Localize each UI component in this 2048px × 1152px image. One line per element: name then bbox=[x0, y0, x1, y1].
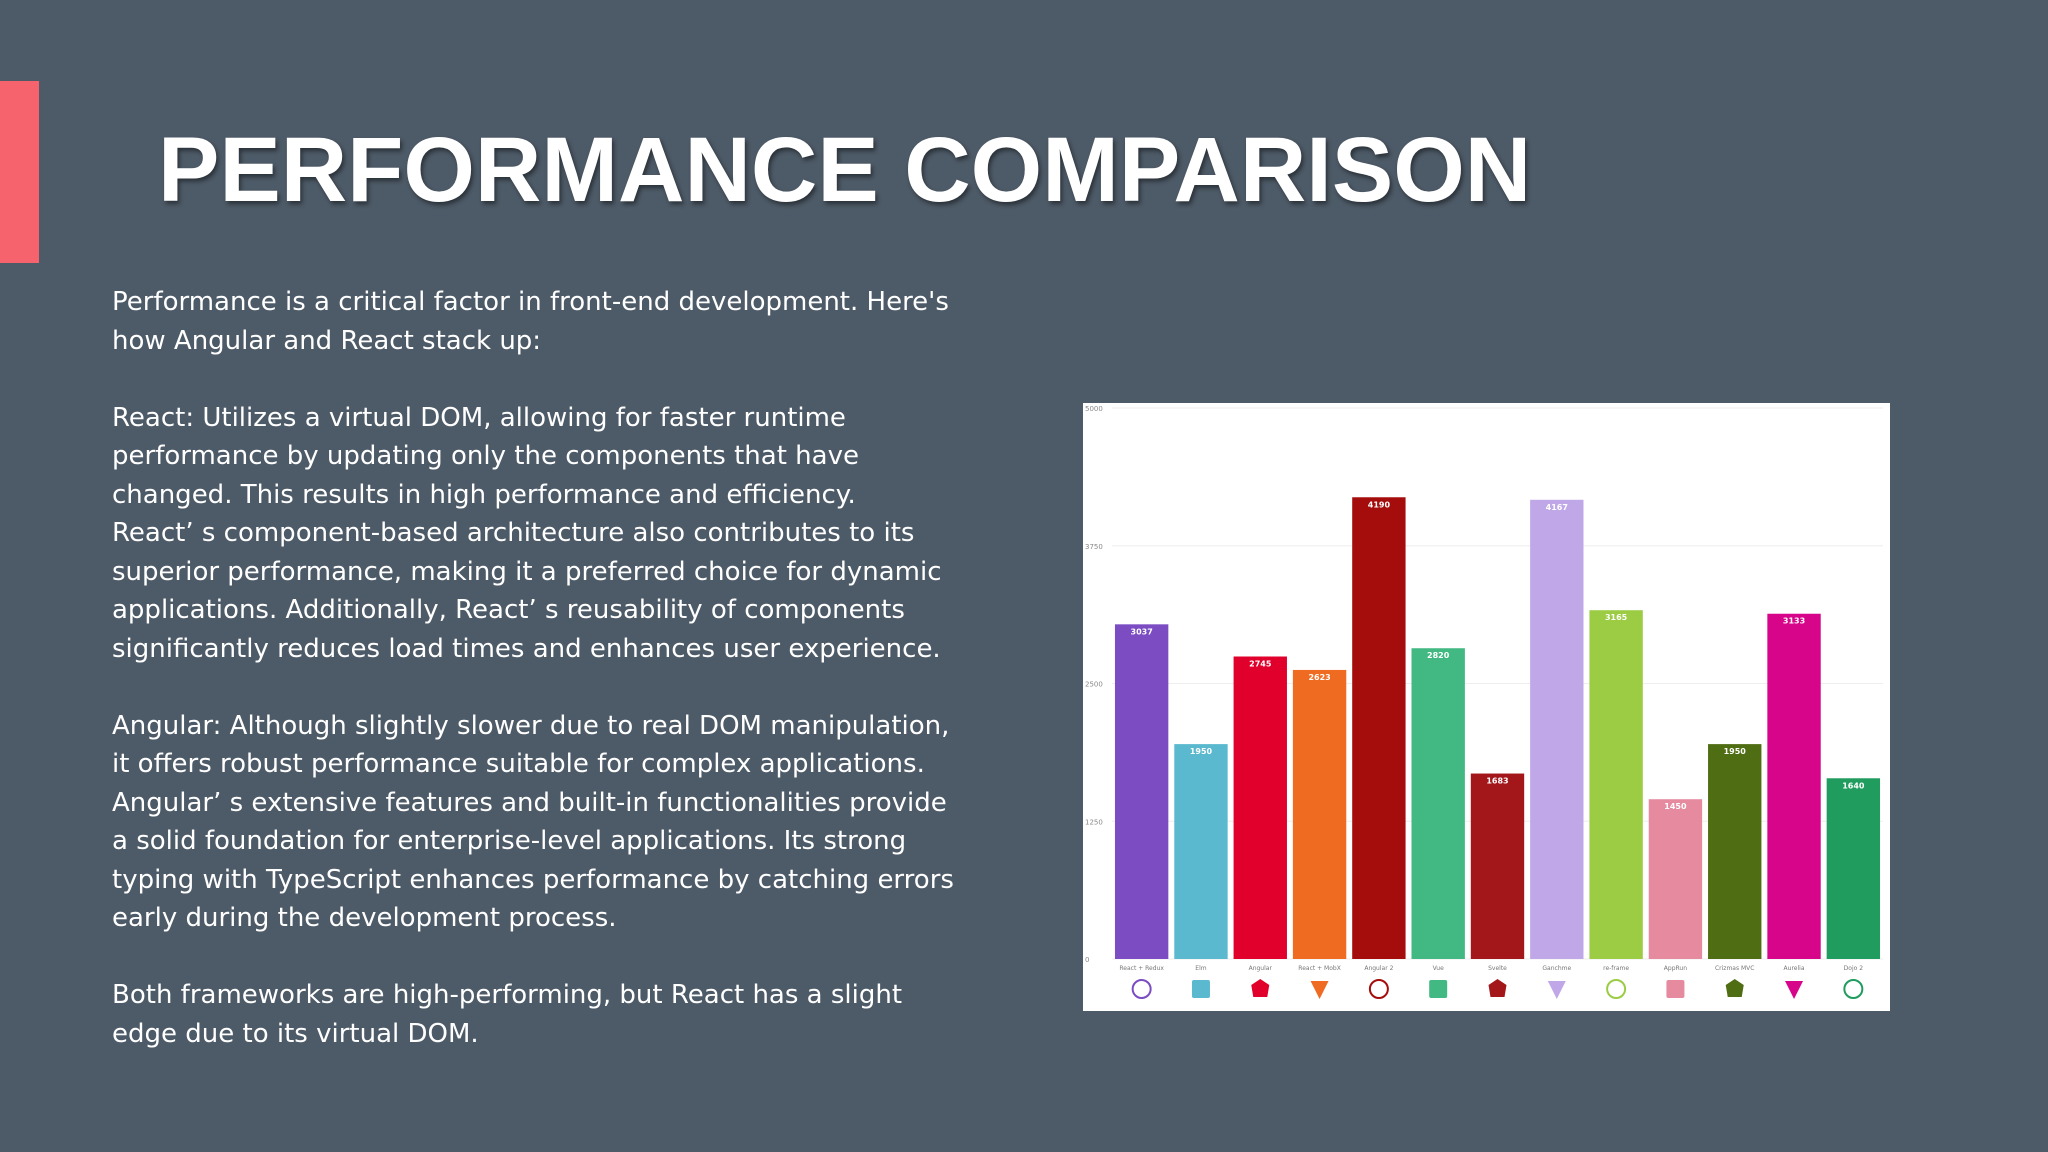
x-tick-label: Ganchme bbox=[1542, 965, 1571, 972]
angular-icon bbox=[1251, 979, 1270, 997]
vue-icon bbox=[1429, 980, 1448, 998]
angular-paragraph: Angular: Although slightly slower due to… bbox=[112, 710, 954, 934]
chart-bar bbox=[1114, 624, 1169, 959]
chart-bar bbox=[1352, 497, 1406, 959]
chart-data-labels: 3037 1950 2745 2623 4190 2820 1683 4167 3165 1450… bbox=[1131, 500, 1865, 811]
bar-value-label: 1950 bbox=[1190, 747, 1213, 756]
y-tick-label: 2500 bbox=[1085, 681, 1103, 689]
x-tick-label: Crizmas MVC bbox=[1715, 965, 1755, 972]
chart-y-axis: 0 1250 2500 3750 5000 bbox=[1085, 405, 1103, 964]
chart-bar bbox=[1648, 799, 1703, 959]
mobx-icon bbox=[1310, 981, 1329, 999]
chart-canvas: 0 1250 2500 3750 5000 3037 1950 2745 2623 4190 28… bbox=[1085, 405, 1883, 999]
chart-framework-icons bbox=[1131, 979, 1864, 999]
x-tick-label: React + MobX bbox=[1298, 965, 1341, 972]
x-tick-label: Angular 2 bbox=[1364, 965, 1393, 972]
aurelia-icon bbox=[1785, 981, 1804, 999]
x-tick-label: Vue bbox=[1433, 965, 1445, 972]
chart-bar bbox=[1292, 669, 1347, 959]
ganchme-icon bbox=[1547, 981, 1566, 999]
conclusion-paragraph: Both frameworks are high-performing, but… bbox=[112, 980, 903, 1049]
y-tick-label: 3750 bbox=[1085, 543, 1103, 551]
chart-bar bbox=[1530, 499, 1584, 959]
accent-bar bbox=[0, 81, 39, 263]
chart-bar bbox=[1233, 656, 1287, 959]
y-tick-label: 5000 bbox=[1085, 405, 1103, 413]
chart-bar bbox=[1411, 648, 1465, 959]
apprun-icon bbox=[1666, 980, 1685, 998]
body-text: Performance is a critical factor in fron… bbox=[112, 283, 992, 1053]
bar-value-label: 2745 bbox=[1249, 660, 1272, 669]
x-tick-label: Aurelia bbox=[1784, 965, 1805, 972]
bar-value-label: 3037 bbox=[1131, 627, 1153, 636]
angular2-icon bbox=[1368, 979, 1389, 999]
elm-icon bbox=[1191, 980, 1210, 998]
bar-value-label: 3165 bbox=[1605, 613, 1628, 622]
slide-title: PERFORMANCE COMPARISON bbox=[158, 119, 1532, 221]
crizmas-icon bbox=[1725, 979, 1744, 997]
y-tick-label: 1250 bbox=[1085, 818, 1103, 826]
bar-value-label: 4167 bbox=[1546, 503, 1568, 512]
bar-value-label: 1683 bbox=[1486, 777, 1508, 786]
bar-value-label: 1450 bbox=[1664, 802, 1687, 811]
x-tick-label: re-frame bbox=[1603, 965, 1629, 972]
chart-bar bbox=[1826, 778, 1881, 959]
dojo-icon bbox=[1843, 979, 1864, 999]
x-tick-label: Dojo 2 bbox=[1844, 965, 1864, 972]
y-tick-label: 0 bbox=[1085, 956, 1089, 964]
x-tick-label: React + Redux bbox=[1119, 965, 1164, 972]
bar-value-label: 1640 bbox=[1842, 781, 1865, 790]
x-tick-label: Elm bbox=[1195, 965, 1206, 972]
intro-paragraph: Performance is a critical factor in fron… bbox=[112, 287, 949, 356]
reframe-icon bbox=[1606, 979, 1627, 999]
react-paragraph: React: Utilizes a virtual DOM, allowing … bbox=[112, 402, 942, 664]
bar-value-label: 3133 bbox=[1783, 617, 1805, 626]
svelte-icon bbox=[1488, 979, 1507, 997]
chart-bars bbox=[1114, 497, 1881, 959]
bar-value-label: 1950 bbox=[1724, 747, 1747, 756]
chart-bar bbox=[1470, 773, 1525, 959]
x-tick-label: Angular bbox=[1249, 965, 1273, 972]
chart-bar bbox=[1174, 744, 1228, 959]
chart-x-axis: React + Redux Elm Angular React + MobX Angul… bbox=[1119, 965, 1863, 972]
bar-value-label: 2820 bbox=[1427, 651, 1450, 660]
performance-chart: 0 1250 2500 3750 5000 3037 1950 2745 2623 4190 28… bbox=[1083, 403, 1890, 1011]
bar-value-label: 4190 bbox=[1368, 500, 1391, 509]
react-redux-icon bbox=[1131, 979, 1152, 999]
chart-bar bbox=[1708, 744, 1762, 959]
bar-value-label: 2623 bbox=[1308, 673, 1330, 682]
chart-bar bbox=[1767, 613, 1821, 959]
chart-bar bbox=[1589, 610, 1643, 959]
x-tick-label: Svelte bbox=[1488, 965, 1507, 972]
x-tick-label: AppRun bbox=[1664, 965, 1687, 972]
